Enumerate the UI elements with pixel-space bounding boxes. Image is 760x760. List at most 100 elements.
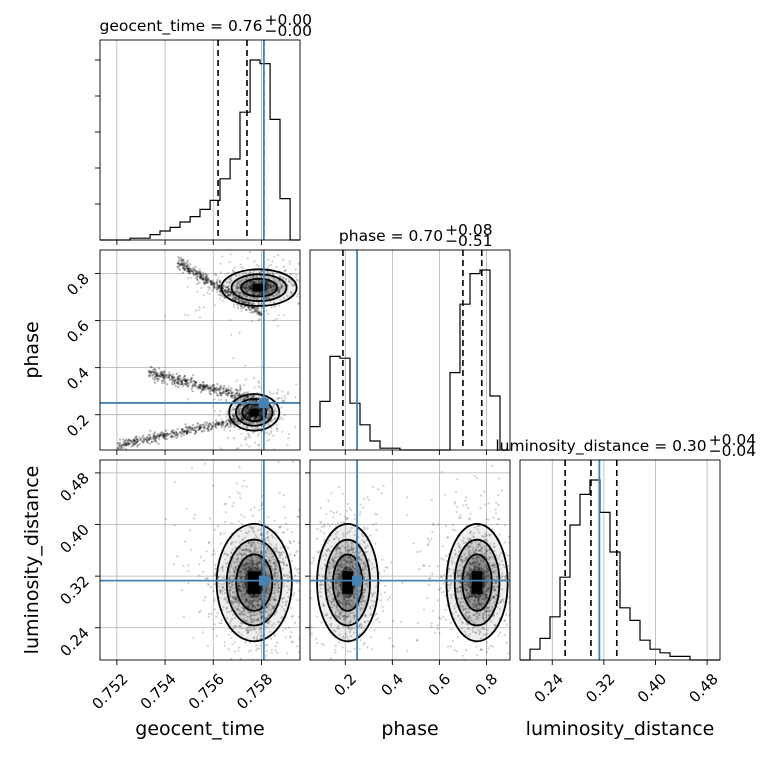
sample-point bbox=[226, 290, 229, 293]
sample-point bbox=[188, 428, 191, 431]
sample-point bbox=[232, 357, 235, 360]
sample-point bbox=[273, 519, 276, 522]
sample-point bbox=[284, 278, 287, 281]
sample-point bbox=[203, 283, 206, 286]
sample-point bbox=[255, 308, 258, 311]
sample-point bbox=[238, 411, 241, 415]
sample-point bbox=[267, 291, 270, 294]
sample-point bbox=[238, 414, 241, 417]
sample-point bbox=[268, 438, 271, 441]
sample-point bbox=[244, 278, 248, 281]
sample-point bbox=[300, 559, 302, 561]
sample-point bbox=[209, 422, 212, 425]
sample-point bbox=[276, 683, 278, 685]
sample-point bbox=[259, 414, 262, 417]
sample-point bbox=[251, 281, 254, 284]
sample-point bbox=[226, 291, 229, 294]
sample-point bbox=[267, 284, 270, 287]
sample-point bbox=[240, 266, 243, 269]
histogram-luminosity_distance bbox=[520, 479, 720, 661]
sample-point bbox=[244, 412, 248, 416]
sample-point bbox=[177, 263, 181, 266]
sample-point bbox=[245, 409, 248, 413]
sample-point bbox=[243, 397, 246, 400]
sample-point bbox=[264, 281, 267, 284]
sample-point bbox=[218, 387, 221, 390]
sample-point bbox=[252, 415, 255, 418]
sample-point bbox=[195, 426, 198, 429]
sample-point bbox=[233, 420, 236, 423]
sample-point bbox=[190, 270, 193, 273]
sample-point bbox=[190, 427, 193, 430]
sample-point bbox=[277, 286, 280, 289]
sample-point bbox=[207, 286, 210, 289]
sample-point bbox=[161, 370, 164, 373]
sample-point bbox=[234, 669, 236, 671]
sample-point bbox=[168, 371, 171, 374]
sample-point bbox=[295, 274, 298, 277]
sample-point bbox=[270, 285, 273, 289]
sample-point bbox=[186, 285, 189, 289]
sample-point bbox=[254, 405, 257, 408]
sample-point bbox=[273, 417, 277, 420]
sample-point bbox=[234, 419, 237, 422]
sample-point bbox=[248, 421, 251, 424]
sample-point bbox=[162, 373, 165, 377]
sample-point bbox=[243, 412, 246, 416]
sample-point bbox=[264, 280, 267, 283]
sample-point bbox=[265, 281, 268, 285]
sample-point bbox=[256, 279, 259, 282]
sample-point bbox=[240, 522, 244, 526]
sample-point bbox=[227, 288, 230, 291]
sample-point bbox=[258, 291, 261, 294]
sample-point bbox=[162, 376, 166, 379]
sample-point bbox=[270, 284, 273, 287]
sample-point bbox=[202, 294, 205, 297]
sample-point bbox=[157, 374, 161, 377]
sample-point bbox=[294, 621, 297, 624]
sample-point bbox=[207, 424, 210, 427]
sample-point bbox=[234, 388, 237, 391]
sample-point bbox=[215, 282, 219, 285]
sample-point bbox=[239, 386, 242, 389]
sample-point bbox=[192, 374, 195, 377]
sample-point bbox=[258, 416, 261, 419]
sample-point bbox=[181, 382, 184, 385]
sample-point bbox=[264, 423, 267, 427]
sample-point bbox=[246, 406, 249, 410]
sample-point bbox=[275, 293, 278, 296]
sample-point bbox=[175, 430, 178, 433]
sample-point bbox=[273, 288, 276, 291]
sample-point bbox=[160, 373, 163, 376]
sample-point bbox=[238, 298, 242, 301]
sample-point bbox=[253, 281, 256, 284]
sample-point bbox=[200, 278, 203, 281]
sample-point bbox=[245, 301, 248, 304]
sample-point bbox=[248, 415, 251, 418]
sample-point bbox=[236, 281, 239, 284]
sample-point bbox=[136, 444, 139, 447]
sample-point bbox=[204, 421, 207, 424]
sample-point bbox=[218, 423, 221, 427]
sample-point bbox=[216, 421, 220, 424]
sample-point bbox=[260, 303, 263, 306]
sample-point bbox=[273, 412, 276, 415]
sample-point bbox=[251, 404, 254, 407]
sample-point bbox=[187, 425, 190, 429]
sample-point bbox=[224, 511, 227, 514]
sample-point bbox=[252, 281, 255, 284]
sample-point bbox=[251, 405, 254, 408]
sample-point bbox=[170, 375, 173, 378]
sample-point bbox=[267, 281, 271, 284]
sample-point bbox=[240, 671, 242, 673]
sample-point bbox=[135, 435, 138, 438]
sample-point bbox=[148, 433, 151, 436]
sample-point bbox=[167, 433, 170, 436]
sample-point bbox=[286, 444, 289, 447]
sample-point bbox=[217, 285, 220, 288]
sample-point bbox=[240, 307, 243, 310]
sample-point bbox=[210, 428, 213, 431]
sample-point bbox=[309, 701, 311, 703]
sample-point bbox=[225, 411, 228, 414]
sample-point bbox=[274, 645, 277, 648]
